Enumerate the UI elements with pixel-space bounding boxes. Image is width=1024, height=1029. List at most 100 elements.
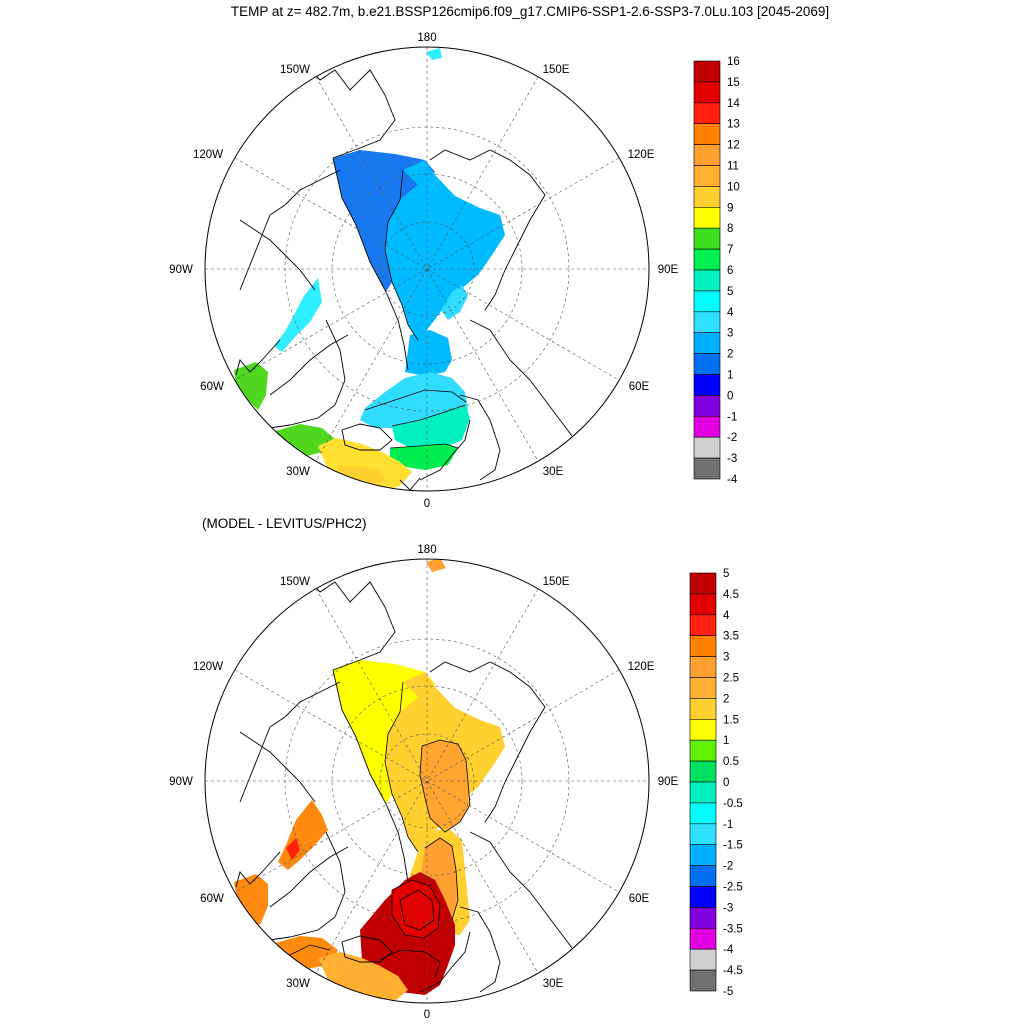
colorbar-tick-label: -1.5	[723, 840, 743, 852]
field-region-cyan-north	[441, 285, 468, 320]
field-region-nordic-red-bright	[392, 880, 440, 938]
lon-label-180: 180	[417, 544, 436, 556]
lon-label-90e: 90E	[658, 264, 679, 276]
colorbar-swatch	[689, 927, 717, 950]
colorbar-tick-label: -4	[723, 944, 734, 956]
field-region-light-orange	[420, 740, 470, 832]
colorbar-swatch	[693, 415, 721, 438]
graticule	[205, 47, 649, 491]
colorbar-swatch	[689, 865, 717, 887]
colorbar-swatch	[693, 81, 721, 104]
colorbar-tick-label: -0.5	[723, 798, 743, 810]
colorbar-tick-label: 11	[727, 161, 739, 173]
lon-label-120w: 120W	[193, 661, 223, 673]
field-region-labrador	[234, 874, 268, 925]
lon-label-30e: 30E	[543, 466, 564, 478]
colorbar-swatch	[689, 781, 717, 804]
colorbar-tick-label: -5	[723, 986, 733, 998]
colorbar-swatch	[693, 227, 721, 250]
colorbar-tick-label: 1	[723, 735, 729, 747]
lon-label-150e: 150E	[543, 64, 570, 76]
colorbar-tick-label: -2	[727, 432, 737, 444]
contour-line	[384, 169, 419, 341]
graticule	[205, 559, 649, 1003]
lon-label-150w: 150W	[280, 576, 310, 588]
colorbar-swatch	[689, 718, 717, 741]
field-region-bering	[426, 559, 446, 572]
lon-label-120e: 120E	[628, 661, 655, 673]
colorbar-tick-label: 2	[727, 349, 733, 361]
coastline	[235, 59, 576, 491]
colorbar-tick-label: 9	[727, 202, 733, 214]
lon-label-90e: 90E	[658, 776, 679, 788]
field-region-yellow	[333, 660, 435, 804]
colorbar-tick-label: 3.5	[723, 631, 739, 643]
colorbar-swatch	[689, 760, 717, 783]
colorbar-tick-label: 3	[723, 652, 729, 664]
colorbar-swatch	[693, 374, 721, 396]
lon-label-60w: 60W	[200, 893, 224, 905]
colorbar-tick-label: 14	[727, 98, 740, 110]
colorbar-swatch	[689, 823, 717, 845]
colorbar-tick-label: 5	[723, 568, 729, 580]
field-region-baffin-cyan	[274, 278, 322, 352]
lon-label-30e: 30E	[543, 978, 564, 990]
lon-label-150w: 150W	[280, 64, 310, 76]
colorbar-swatch	[693, 102, 721, 125]
colorbar-swatch	[689, 969, 717, 992]
field-region-atlantic	[318, 952, 408, 1003]
colorbar-swatch	[689, 907, 717, 929]
field-region-nordic-turquoise	[392, 405, 470, 450]
contour-line	[389, 443, 459, 449]
colorbar-swatch	[693, 353, 721, 375]
colorbar-tick-label: -2.5	[723, 882, 743, 894]
field-region-nordic-green	[390, 444, 458, 470]
colorbar-swatch	[689, 698, 717, 720]
colorbar-tick-label: 3	[727, 328, 733, 340]
field-region-fram	[405, 330, 452, 376]
colorbar-tick-label: 4.5	[723, 589, 739, 601]
colorbar-tick-label: 0.5	[723, 756, 739, 768]
field-region-light-blue	[385, 160, 505, 340]
figure-title: TEMP at z= 482.7m, b.e21.BSSP126cmip6.f0…	[231, 4, 829, 19]
colorbar-swatch	[693, 311, 721, 333]
colorbar-swatch	[689, 593, 717, 616]
colorbar-difference: 5 4.5 4 3.5 3 2.5 2 1.5 1 0.5 0 -0.5 -1 -1.5 -2 -2.5 -3 -…	[689, 568, 743, 998]
colorbar-swatch	[689, 635, 717, 657]
lon-label-30w: 30W	[286, 978, 310, 990]
colorbar-tick-label: -4	[727, 474, 738, 486]
panel-difference: (MODEL - LEVITUS/PHC2)	[169, 516, 743, 1021]
ocean-field	[234, 48, 576, 491]
contour-line	[364, 389, 467, 411]
colorbar-tick-label: -2	[723, 861, 733, 873]
colorbar-swatch	[693, 123, 721, 145]
colorbar-tick-label: -4.5	[723, 965, 743, 977]
colorbar-swatch	[693, 290, 721, 313]
colorbar-tick-label: 8	[727, 223, 733, 235]
contour-lines	[289, 681, 471, 979]
colorbar-swatch	[693, 248, 721, 271]
lon-label-150e: 150E	[543, 576, 570, 588]
lon-label-0: 0	[424, 1009, 430, 1021]
colorbar-tick-label: 15	[727, 77, 740, 89]
lon-label-0: 0	[424, 498, 430, 510]
colorbar-tick-label: 1	[727, 370, 733, 382]
colorbar-swatch	[689, 844, 717, 866]
colorbar-swatch	[689, 802, 717, 825]
colorbar-swatch	[693, 186, 721, 208]
colorbar-tick-label: 13	[727, 119, 740, 131]
colorbar-tick-label: 1.5	[723, 714, 739, 726]
colorbar-tick-label: 7	[727, 244, 733, 256]
lon-label-180: 180	[417, 32, 436, 44]
field-region-baffin-red	[286, 838, 300, 860]
colorbar-tick-label: 4	[723, 610, 730, 622]
colorbar-tick-label: -1	[723, 819, 733, 831]
colorbar-swatch	[689, 677, 717, 699]
colorbar-swatch	[693, 436, 721, 459]
longitude-labels: 180 150E 120E 90E 60E 30E 0 30W 60W 90W …	[169, 544, 678, 1021]
panel-model: 180 150E 120E 90E 60E 30E 0 30W 60W 90W …	[169, 32, 740, 510]
field-region-bering	[426, 48, 442, 60]
colorbar-swatch	[689, 572, 717, 595]
